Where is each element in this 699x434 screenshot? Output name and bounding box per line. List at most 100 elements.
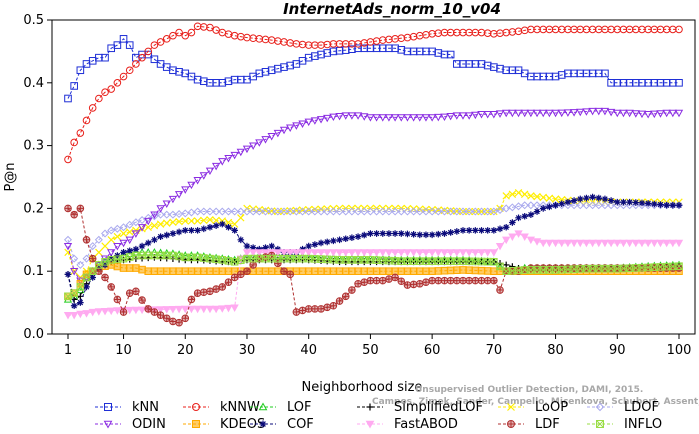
data-point [137, 224, 147, 232]
data-point [132, 53, 140, 62]
data-point [261, 253, 270, 261]
data-point [138, 296, 146, 304]
legend-item-ldof: LDOF [587, 400, 659, 415]
data-point [212, 285, 220, 293]
data-point [194, 227, 201, 234]
data-point [594, 107, 603, 116]
data-point [663, 201, 670, 209]
data-point [378, 267, 387, 275]
data-point [267, 207, 276, 216]
data-point [224, 207, 233, 216]
data-point [594, 201, 603, 210]
data-point [212, 267, 220, 275]
data-point [119, 35, 128, 43]
data-point [125, 228, 134, 236]
data-point [206, 267, 214, 275]
data-point [508, 190, 517, 198]
data-point [88, 104, 97, 112]
data-point [150, 211, 159, 220]
data-point [403, 207, 412, 216]
data-point [385, 230, 393, 237]
data-point [230, 304, 239, 312]
data-point [168, 195, 178, 204]
data-point [477, 207, 486, 216]
x-tick-label: 10 [115, 343, 132, 358]
data-point [249, 207, 258, 216]
data-point [193, 177, 202, 185]
data-point [372, 114, 381, 122]
data-point [77, 299, 84, 306]
data-point [557, 109, 566, 118]
data-point [125, 66, 134, 75]
data-point [103, 420, 113, 429]
series-line [67, 25, 679, 160]
data-point [82, 236, 91, 244]
data-point [415, 249, 424, 257]
data-point [156, 220, 165, 228]
legend-item-knn: kNN [95, 400, 159, 415]
data-point [335, 249, 344, 257]
x-tick-label: 80 [547, 343, 564, 358]
data-point [422, 267, 430, 275]
data-point [323, 249, 332, 257]
data-point [335, 297, 344, 305]
data-point [175, 210, 184, 219]
data-point [132, 264, 140, 272]
data-point [292, 267, 301, 275]
data-point [292, 308, 301, 316]
data-point [496, 262, 504, 271]
legend-item-inflo: INFLO [587, 417, 662, 432]
data-point [280, 207, 289, 216]
data-point [218, 283, 227, 291]
data-point [410, 231, 417, 238]
data-point [236, 148, 245, 157]
data-point [150, 308, 159, 316]
data-point [168, 210, 177, 219]
data-point [107, 236, 115, 244]
data-point [82, 254, 91, 263]
data-point [310, 117, 320, 125]
data-point [563, 239, 573, 248]
data-point [422, 231, 430, 239]
data-point [101, 229, 110, 238]
data-point [397, 249, 406, 257]
data-point [274, 267, 282, 275]
data-point [311, 267, 319, 275]
data-point [211, 305, 221, 314]
data-point [224, 218, 233, 227]
data-point [619, 239, 628, 248]
data-point [675, 25, 683, 34]
data-point [347, 112, 357, 120]
data-point [188, 227, 195, 234]
x-axis-label: Neighborhood size [302, 380, 423, 395]
data-point [70, 296, 78, 303]
data-point [674, 109, 684, 118]
legend-label: ODIN [132, 417, 166, 432]
data-point [187, 267, 196, 275]
data-point [446, 207, 455, 216]
data-point [354, 267, 362, 275]
data-point [261, 68, 270, 76]
data-point [317, 207, 326, 216]
watermark-line-2: Campos, Zimek, Sander, Campello, Micenko… [372, 397, 699, 407]
x-tick-label: 20 [177, 343, 194, 358]
legend-label: LOF [287, 400, 312, 415]
data-point [83, 283, 90, 291]
data-point [224, 155, 233, 163]
data-point [273, 129, 282, 138]
data-point [205, 167, 215, 176]
data-point [113, 262, 122, 271]
data-point [533, 208, 541, 215]
data-point [619, 109, 628, 118]
data-point [607, 197, 615, 204]
data-point [360, 113, 369, 121]
data-point [595, 194, 603, 202]
data-point [483, 111, 492, 119]
data-point [600, 201, 609, 210]
data-point [107, 249, 116, 257]
data-point [262, 244, 269, 251]
data-point [496, 225, 504, 233]
data-point [341, 292, 350, 301]
data-point [397, 230, 405, 237]
data-point [441, 230, 448, 237]
